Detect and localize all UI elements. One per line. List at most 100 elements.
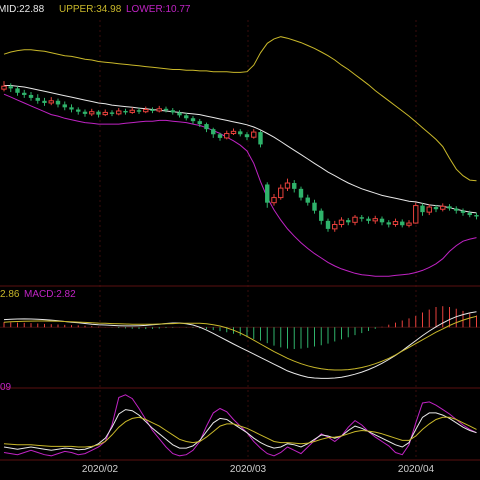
candle-body <box>123 110 128 113</box>
candle-37 <box>251 129 257 139</box>
candle-7 <box>48 97 54 106</box>
candle-body <box>42 100 47 103</box>
candle-body <box>258 132 263 145</box>
candle-11 <box>76 107 81 115</box>
candle-30 <box>204 122 209 133</box>
candle-17 <box>116 108 122 116</box>
candle-body <box>244 134 250 138</box>
candle-68 <box>460 208 466 216</box>
candle-body <box>28 94 34 98</box>
candle-body <box>467 212 472 216</box>
candle-0 <box>1 81 7 92</box>
candle-24 <box>163 106 169 113</box>
candle-body <box>238 131 243 135</box>
candle-47 <box>319 208 324 225</box>
candle-body <box>143 109 149 113</box>
candle-23 <box>156 105 162 113</box>
candle-body <box>22 92 27 95</box>
candle-69 <box>467 210 472 218</box>
candle-66 <box>447 204 452 211</box>
candle-51 <box>346 217 351 226</box>
candle-62 <box>420 203 425 216</box>
macd-value-label: MACD:2.82 <box>24 289 76 300</box>
candle-body <box>89 111 95 115</box>
candle-body <box>15 88 20 93</box>
candle-65 <box>440 203 446 212</box>
candle-22 <box>150 107 155 114</box>
candle-63 <box>426 204 432 216</box>
candle-39 <box>265 182 270 208</box>
candle-42 <box>284 178 291 192</box>
kdj-k-line <box>3 409 477 451</box>
candle-25 <box>170 108 175 115</box>
candlestick-series <box>1 81 479 232</box>
candle-body <box>150 109 155 111</box>
candle-41 <box>278 184 284 200</box>
candle-body <box>454 208 459 211</box>
candle-body <box>278 187 284 199</box>
candle-body <box>8 86 13 89</box>
candle-38 <box>258 130 263 148</box>
candle-21 <box>143 106 149 114</box>
candle-body <box>312 202 317 211</box>
kdj-d-line <box>3 416 477 448</box>
candle-body <box>413 205 419 224</box>
candle-body <box>379 218 385 223</box>
candle-body <box>359 217 364 219</box>
macd-dea-line <box>3 315 477 371</box>
candle-body <box>420 205 425 213</box>
candle-body <box>69 107 74 110</box>
candle-64 <box>433 204 439 213</box>
candle-36 <box>244 132 250 141</box>
candle-body <box>346 220 351 223</box>
macd-dif-label: 2.86 <box>0 289 20 300</box>
candle-34 <box>230 128 237 135</box>
boll-lower-label: LOWER:10.77 <box>126 4 191 15</box>
x-tick-label-0: 2020/02 <box>82 464 119 475</box>
candle-57 <box>386 220 391 228</box>
candle-28 <box>190 116 196 125</box>
candle-body <box>332 224 338 230</box>
bollinger-lines <box>3 36 477 277</box>
candle-35 <box>238 129 243 137</box>
candle-12 <box>82 109 88 117</box>
candle-32 <box>217 132 223 141</box>
candle-59 <box>400 219 405 228</box>
candle-54 <box>366 216 371 224</box>
candle-29 <box>197 118 202 127</box>
candle-55 <box>372 215 378 224</box>
candle-2 <box>15 86 20 96</box>
candle-body <box>271 197 277 204</box>
candle-body <box>82 111 88 114</box>
candle-body <box>447 206 452 209</box>
candle-body <box>372 218 378 222</box>
candle-body <box>338 219 345 226</box>
candle-body <box>440 205 446 210</box>
kdj-label: 09 <box>0 382 12 393</box>
candle-1 <box>8 83 13 93</box>
candle-body <box>284 182 291 189</box>
candle-46 <box>312 199 317 214</box>
candle-body <box>184 115 189 119</box>
candle-body <box>163 108 169 111</box>
candle-body <box>366 218 371 221</box>
candle-body <box>230 130 237 135</box>
candle-body <box>319 210 324 221</box>
x-tick-label-1: 2020/03 <box>230 464 267 475</box>
candle-body <box>35 97 40 101</box>
candle-body <box>305 197 310 203</box>
x-axis: 2020/02 2020/03 2020/04 <box>82 464 435 475</box>
candle-body <box>433 207 439 210</box>
candle-body <box>217 134 223 138</box>
candle-body <box>406 222 412 226</box>
candle-body <box>265 184 270 203</box>
candle-61 <box>413 202 419 224</box>
candle-body <box>156 108 162 112</box>
candle-body <box>400 221 405 226</box>
candle-body <box>197 121 202 125</box>
candle-58 <box>392 218 399 227</box>
candle-body <box>55 100 61 105</box>
candle-body <box>170 110 175 113</box>
